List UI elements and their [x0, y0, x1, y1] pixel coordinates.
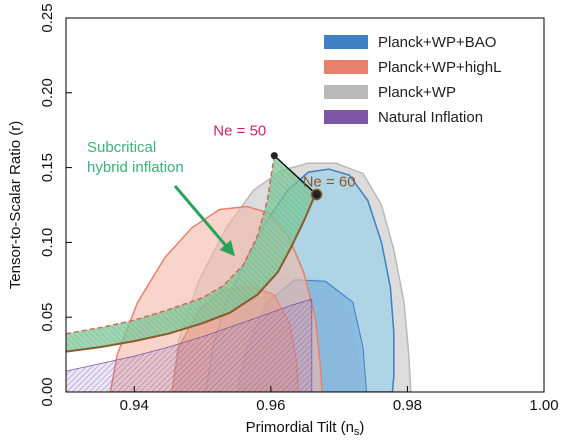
overlay-layer: Ne = 50 Ne = 60 Subcritical hybrid inflatio… [87, 123, 356, 257]
legend: Planck+WP+BAO Planck+WP+highL Planck+WP Nat… [324, 34, 501, 126]
ne-50-label: Ne = 50 [213, 123, 266, 140]
legend-swatch [324, 35, 368, 49]
ne-60-point [310, 188, 323, 201]
plot-area [66, 155, 412, 392]
legend-swatch [324, 60, 368, 74]
x-axis: 0.94 0.96 0.98 1.00 [120, 386, 559, 414]
y-axis: 0.00 0.05 0.10 0.15 0.20 0.25 [39, 3, 72, 407]
y-tick-label: 0.20 [39, 78, 56, 107]
annotation-hybrid-line1: Subcritical [87, 139, 156, 156]
legend-label: Planck+WP [378, 84, 456, 101]
band-hybrid-upper-edge [66, 155, 276, 335]
x-tick-label: 0.94 [120, 397, 149, 414]
y-tick-label: 0.00 [39, 377, 56, 406]
legend-label: Planck+WP+highL [378, 59, 501, 76]
band-hybrid-inflation-hatch [66, 155, 316, 352]
y-tick-label: 0.10 [39, 228, 56, 257]
annotation-arrow [173, 185, 235, 257]
ne-50-point [270, 152, 278, 160]
ne-connector-line [273, 155, 318, 196]
legend-swatch [324, 85, 368, 99]
legend-label: Natural Inflation [378, 109, 483, 126]
y-tick-label: 0.25 [39, 3, 56, 32]
x-axis-label: Primordial Tilt (ns) [246, 419, 365, 438]
band-natural-inflation-hatch [66, 298, 313, 392]
x-axis-label-close: ) [359, 419, 364, 436]
x-tick-label: 0.96 [256, 397, 285, 414]
y-axis-label: Tensor-to-Scalar Ratio (r) [7, 121, 24, 289]
x-axis-label-subscript: s [354, 426, 360, 438]
y-tick-label: 0.05 [39, 303, 56, 332]
annotation-hybrid-line2: hybrid inflation [87, 159, 184, 176]
plot-frame [65, 17, 545, 393]
legend-label: Planck+WP+BAO [378, 34, 496, 51]
x-tick-label: 1.00 [529, 397, 558, 414]
band-layer [66, 155, 317, 392]
legend-swatch [324, 110, 368, 124]
ne-60-label: Ne = 60 [303, 174, 356, 191]
x-axis-label-main: Primordial Tilt (n [246, 419, 354, 436]
y-tick-label: 0.15 [39, 153, 56, 182]
x-tick-label: 0.98 [393, 397, 422, 414]
band-hybrid-lower-edge [66, 194, 317, 353]
